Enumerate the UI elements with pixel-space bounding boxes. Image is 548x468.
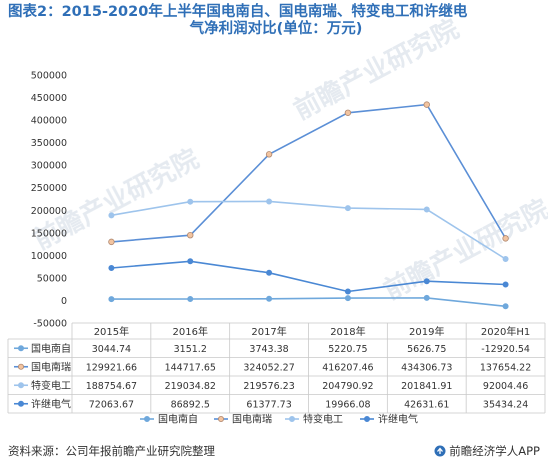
table-value: 86892.5 <box>171 399 210 410</box>
data-point <box>108 296 115 303</box>
table-legend-marker <box>17 363 24 370</box>
x-category-label: 2016年 <box>173 325 208 338</box>
data-point <box>502 303 509 310</box>
brand-credit: 前瞻经济学人APP <box>434 443 540 459</box>
table-series-name: 国电南瑞 <box>31 360 71 373</box>
x-category-label: 2019年 <box>409 325 444 338</box>
table-value: 201841.91 <box>401 381 452 392</box>
table-series-name: 国电南自 <box>31 342 71 355</box>
y-tick-label: 350000 <box>31 138 67 149</box>
chart-title: 图表2：2015-2020年上半年国电南自、国电南瑞、特变电工和许继电 气净利润… <box>8 4 544 38</box>
table-value: 324052.27 <box>243 362 294 373</box>
table-legend-marker <box>17 345 24 352</box>
table-series-name: 特变电工 <box>31 379 71 392</box>
data-point <box>344 295 351 302</box>
data-point <box>502 281 509 288</box>
table-value: 5626.75 <box>407 344 446 355</box>
data-point <box>108 264 115 271</box>
legend-label: 许继电气 <box>378 413 418 426</box>
y-tick-label: 50000 <box>37 273 67 284</box>
y-tick-label: 300000 <box>31 161 67 172</box>
watermark-text: 前瞻产业研究院 <box>379 193 548 306</box>
data-point <box>344 205 351 212</box>
legend-label: 国电南自 <box>158 413 198 426</box>
x-category-label: 2017年 <box>251 325 286 338</box>
y-tick-label: 0 <box>61 296 67 307</box>
y-tick-label: 400000 <box>31 116 67 127</box>
series-line <box>111 260 506 293</box>
data-point <box>423 101 430 108</box>
legend-marker <box>363 415 370 422</box>
y-tick-label: -50000 <box>33 319 67 330</box>
data-point <box>187 258 194 265</box>
table-series-name: 许继电气 <box>31 397 71 410</box>
y-tick-label: 200000 <box>31 206 67 217</box>
data-point <box>502 255 509 262</box>
series-line <box>111 200 507 260</box>
x-category-label: 2018年 <box>330 325 365 338</box>
data-point <box>423 206 430 213</box>
y-tick-label: 250000 <box>31 183 67 194</box>
data-point <box>265 151 273 158</box>
y-tick-label: 150000 <box>31 228 67 239</box>
table-value: 19966.08 <box>325 399 370 410</box>
legend-marker <box>288 415 295 422</box>
table-value: 219576.23 <box>243 381 294 392</box>
x-category-label: 2020年H1 <box>481 325 530 338</box>
table-value: 129921.66 <box>86 362 137 373</box>
table-value: 434306.73 <box>401 362 452 373</box>
table-value: 3743.38 <box>249 344 288 355</box>
table-value: 416207.46 <box>322 362 373 373</box>
table-value: 5220.75 <box>328 344 367 355</box>
y-tick-label: 100000 <box>31 251 67 262</box>
data-point <box>266 269 273 276</box>
table-value: 219034.82 <box>165 381 216 392</box>
data-point <box>344 109 352 116</box>
brand-label: 前瞻经济学人APP <box>449 444 540 458</box>
y-tick-label: 450000 <box>31 93 67 104</box>
table-value: 137654.22 <box>480 362 531 373</box>
source-note: 资料来源：公司年报前瞻产业研究院整理 <box>8 444 215 458</box>
x-category-label: 2015年 <box>94 325 129 338</box>
data-point <box>423 278 430 285</box>
table-value: 188754.67 <box>86 381 137 392</box>
data-point <box>266 198 273 205</box>
table-value: 61377.73 <box>246 399 291 410</box>
table-value: 3044.74 <box>92 344 131 355</box>
data-point <box>266 295 273 302</box>
data-point <box>344 288 351 295</box>
table-value: 92004.46 <box>483 381 528 392</box>
data-point <box>187 232 194 239</box>
data-point <box>187 296 194 303</box>
table-value: -12920.54 <box>481 344 530 355</box>
legend-label: 特变电工 <box>303 413 343 426</box>
data-point <box>108 212 115 219</box>
brand-logo-icon <box>434 445 446 457</box>
data-point <box>108 238 115 246</box>
legend-label: 国电南瑞 <box>232 413 272 426</box>
legend-marker <box>217 415 224 422</box>
table-value: 42631.61 <box>404 399 449 410</box>
data-point <box>502 235 509 242</box>
table-value: 72063.67 <box>89 399 134 410</box>
series-line <box>111 103 507 243</box>
table-legend-marker <box>17 400 24 407</box>
chart-title-line2: 气净利润对比(单位：万元) <box>189 21 363 37</box>
table-legend-marker <box>17 382 24 389</box>
table-value: 35434.24 <box>483 399 528 410</box>
data-point <box>423 294 430 301</box>
table-value: 144717.65 <box>165 362 216 373</box>
data-point <box>187 198 194 205</box>
chart-title-line1: 图表2：2015-2020年上半年国电南自、国电南瑞、特变电工和许继电 <box>8 4 468 20</box>
table-value: 204790.92 <box>322 381 373 392</box>
series-line <box>111 297 506 308</box>
legend-marker <box>143 415 150 422</box>
y-tick-label: 500000 <box>31 71 67 82</box>
table-value: 3151.2 <box>174 344 207 355</box>
